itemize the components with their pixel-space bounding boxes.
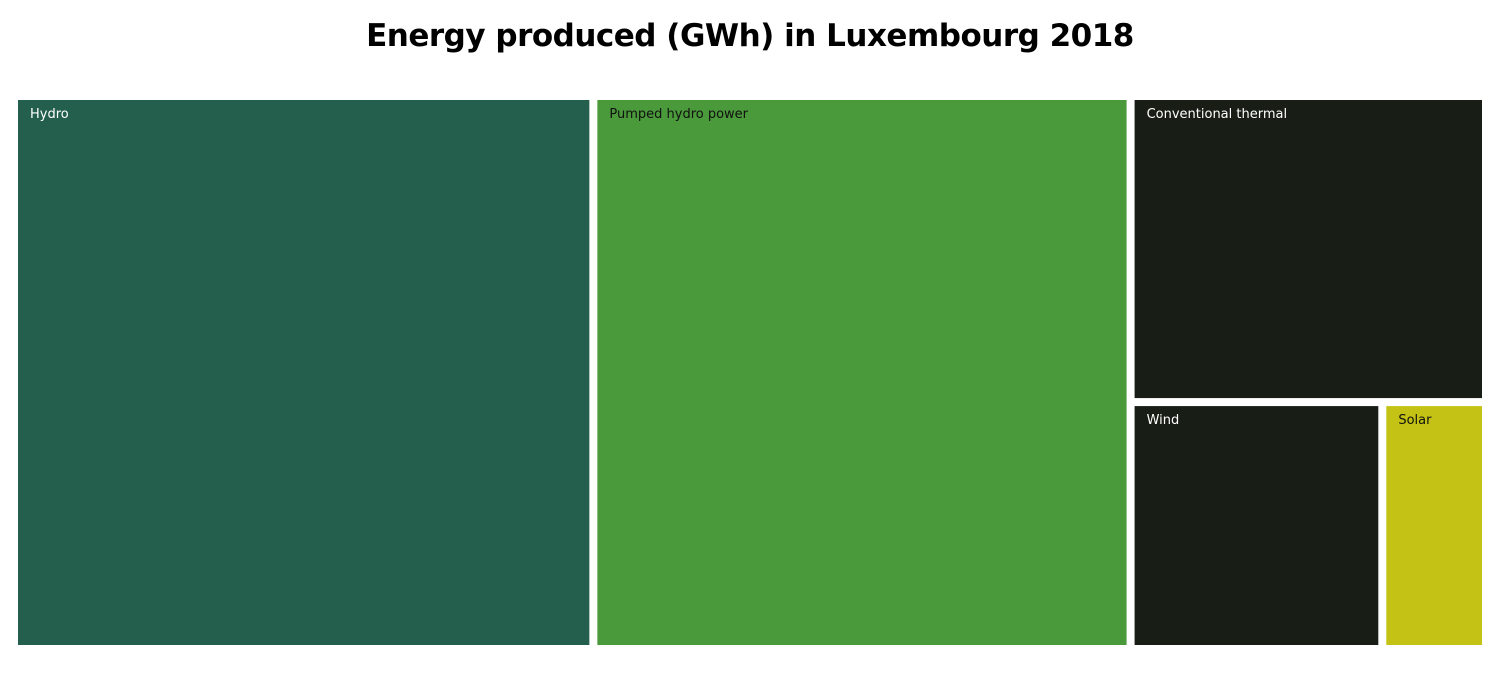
tile-rect-pumped-hydro-power[interactable] [597,100,1127,645]
tile-conventional-thermal[interactable]: Conventional thermal [1134,100,1482,399]
tile-label-hydro: Hydro [30,107,69,122]
tile-label-wind: Wind [1147,413,1180,428]
tile-solar[interactable]: Solar [1386,406,1482,645]
tile-rect-hydro[interactable] [18,100,590,645]
tile-hydro[interactable]: Hydro [18,100,590,645]
chart-title: Energy produced (GWh) in Luxembourg 2018 [366,18,1134,54]
tile-pumped-hydro-power[interactable]: Pumped hydro power [597,100,1127,645]
tile-wind[interactable]: Wind [1134,406,1379,645]
tile-label-solar: Solar [1398,413,1432,428]
tile-rect-conventional-thermal[interactable] [1134,100,1482,399]
tile-rect-wind[interactable] [1134,406,1379,645]
tile-rect-solar[interactable] [1386,406,1482,645]
tile-label-conventional-thermal: Conventional thermal [1147,107,1288,122]
tile-label-pumped-hydro-power: Pumped hydro power [609,107,748,122]
